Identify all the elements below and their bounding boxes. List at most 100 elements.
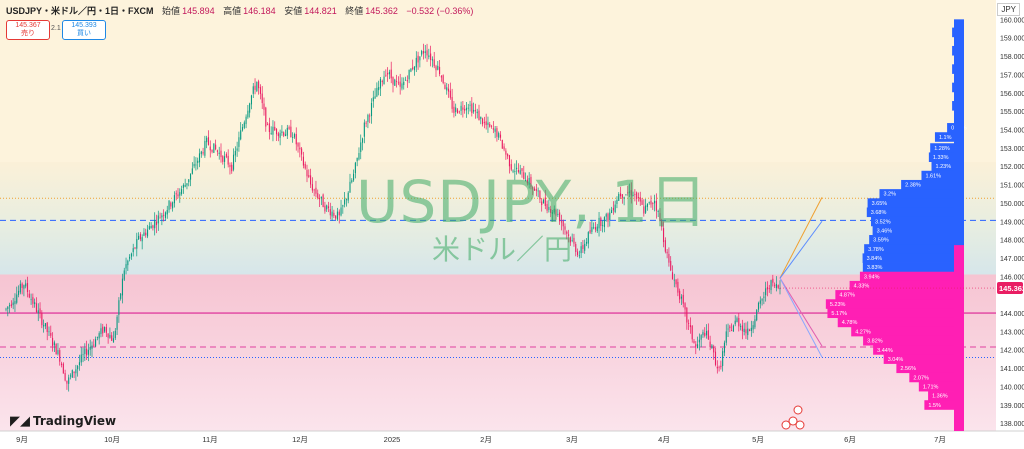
candle-body-126 [231,164,233,172]
candle-body-286 [517,170,519,172]
candle-body-338 [611,210,613,214]
candle-body-73 [136,239,138,249]
candle-body-111 [204,141,206,156]
candle-body-384 [693,340,695,344]
sell-button[interactable]: 145.367 売り [6,20,50,40]
candle-body-96 [177,194,179,197]
candle-body-363 [655,200,657,211]
y-tick-22: 138.000 [1000,421,1024,428]
candle-body-194 [353,173,355,181]
candle-body-169 [308,175,310,178]
candle-body-289 [523,172,525,180]
candle-body-182 [331,211,333,217]
candle-body-203 [369,115,371,117]
candle-body-152 [277,133,279,137]
buy-button[interactable]: 145.393 買い [62,20,106,40]
candle-body-231 [419,56,421,61]
candle-body-9 [21,283,23,288]
candle-body-370 [668,253,670,263]
candle-body-162 [295,133,297,145]
candle-body-49 [93,344,95,346]
candle-body-284 [514,171,516,173]
candle-body-337 [609,212,611,220]
candle-body-59 [111,335,113,341]
candle-body-215 [390,69,392,79]
y-tick-5: 155.000 [1000,109,1024,116]
candle-body-293 [530,176,532,187]
candle-body-99 [182,184,184,188]
profile-pink-label-12: 1.71% [923,384,939,390]
candle-body-40 [77,365,79,370]
candle-body-292 [528,177,530,185]
candle-body-283 [512,170,514,172]
candle-body-165 [301,148,303,155]
candle-body-317 [573,237,575,244]
candle-body-202 [367,114,369,122]
candle-body-71 [132,248,134,253]
profile-pink-bar-3 [825,299,964,309]
candle-body-224 [406,80,408,82]
candle-body-376 [679,290,681,300]
candle-body-112 [206,137,208,143]
candle-body-142 [259,87,261,94]
profile-pink-label-11: 2.07% [913,375,929,381]
candle-body-45 [86,348,88,356]
candle-body-295 [533,188,536,191]
currency-button[interactable]: JPY [997,3,1020,16]
candle-body-278 [503,146,505,150]
candle-body-400 [722,351,724,366]
candle-body-227 [412,67,414,70]
candle-body-411 [741,325,743,332]
candle-body-387 [698,339,700,343]
price-axis-background [996,0,1024,449]
candle-body-176 [320,196,322,199]
candle-body-252 [456,109,459,114]
candle-body-354 [639,197,641,202]
candle-body-399 [720,365,722,368]
candle-body-216 [392,76,394,85]
symbol-title[interactable]: USDJPY・米ドル／円・1日・FXCM [6,6,154,16]
profile-pink-bar-14 [924,400,964,410]
event-marker-icon-1 [795,420,805,430]
y-tick-0: 160.000 [1000,17,1024,24]
candle-body-332 [600,217,602,227]
profile-blue-label-19: 3.84% [867,256,883,262]
candle-body-149 [272,126,274,135]
candle-body-22 [44,323,46,327]
tradingview-logo[interactable]: ◤◢ TradingView [10,414,116,429]
candle-body-91 [168,200,170,210]
candle-body-308 [557,213,559,215]
candle-body-85 [157,215,159,224]
candle-body-296 [535,189,537,191]
candle-body-0 [5,308,7,310]
candle-body-321 [580,246,582,254]
profile-pink-label-3: 5.23% [830,302,846,308]
candle-body-54 [102,326,104,334]
candle-body-218 [396,81,398,82]
candle-body-312 [564,226,566,230]
candle-body-131 [240,130,242,140]
candle-body-333 [602,225,604,226]
candle-body-260 [471,103,473,114]
candle-body-204 [370,102,373,117]
candle-body-303 [548,206,550,210]
y-tick-20: 140.000 [1000,384,1024,391]
candle-body-12 [26,282,29,292]
profile-blue-bar-8 [928,152,964,162]
candle-body-20 [41,312,43,326]
candle-body-198 [360,142,362,152]
candle-body-421 [759,300,761,304]
candle-body-177 [322,194,324,208]
candle-body-11 [25,283,27,287]
candle-body-81 [150,225,152,229]
candle-body-118 [216,150,218,152]
candle-body-193 [351,180,353,183]
y-tick-12: 148.000 [1000,238,1024,245]
profile-blue-bar-15 [871,216,964,227]
x-tick-10: 7月 [934,435,946,444]
candle-body-272 [492,128,494,130]
candle-body-174 [317,193,319,199]
y-tick-1: 159.000 [1000,36,1024,43]
candle-body-244 [442,75,444,83]
